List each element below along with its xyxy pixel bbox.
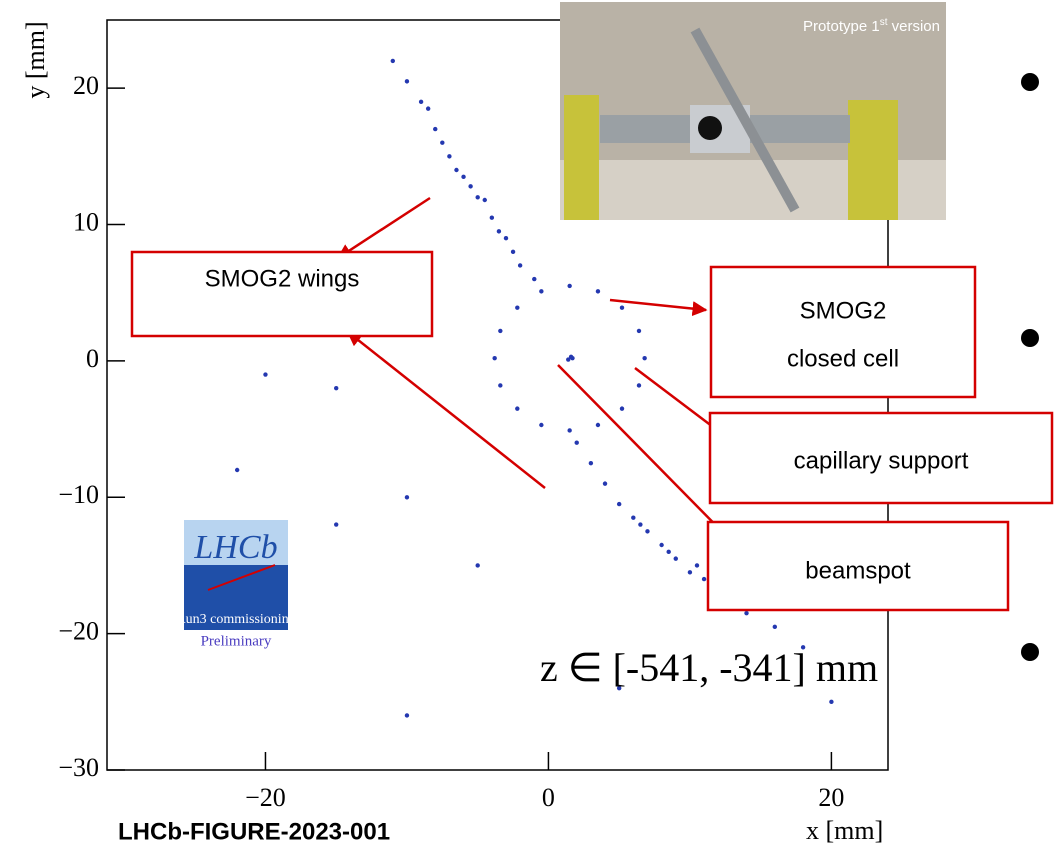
point bbox=[518, 263, 522, 267]
y-tick-label: 0 bbox=[86, 344, 99, 373]
point bbox=[596, 423, 600, 427]
point bbox=[566, 357, 570, 361]
point bbox=[498, 383, 502, 387]
point bbox=[637, 383, 641, 387]
y-tick-label: −10 bbox=[58, 480, 99, 509]
point bbox=[497, 229, 501, 233]
bullet bbox=[1021, 329, 1039, 347]
point bbox=[620, 306, 624, 310]
point bbox=[631, 516, 635, 520]
bullet bbox=[1021, 73, 1039, 91]
point bbox=[702, 577, 706, 581]
point bbox=[498, 329, 502, 333]
point bbox=[334, 522, 338, 526]
annotation: SMOG2 wings bbox=[205, 265, 360, 292]
point bbox=[405, 495, 409, 499]
x-axis-label: x [mm] bbox=[806, 816, 883, 845]
y-tick-label: 10 bbox=[73, 208, 99, 237]
point bbox=[688, 570, 692, 574]
annotation: SMOG2 bbox=[800, 297, 887, 324]
annotation: capillary support bbox=[794, 447, 969, 474]
inset-caption-main: Prototype 1 bbox=[803, 18, 880, 35]
logo-status: Run3 commissioning bbox=[176, 612, 295, 627]
point bbox=[617, 502, 621, 506]
logo-name: LHCb bbox=[193, 529, 277, 566]
point bbox=[492, 356, 496, 360]
point bbox=[829, 700, 833, 704]
annotation: beamspot bbox=[805, 557, 911, 584]
point bbox=[642, 356, 646, 360]
point bbox=[603, 481, 607, 485]
point bbox=[637, 329, 641, 333]
photo-inset: Prototype 1st version bbox=[560, 2, 946, 220]
condition: z ∈ [-541, -341] mm bbox=[540, 645, 878, 690]
point bbox=[773, 625, 777, 629]
point bbox=[405, 79, 409, 83]
point bbox=[511, 250, 515, 254]
point bbox=[575, 441, 579, 445]
point bbox=[447, 154, 451, 158]
point bbox=[483, 198, 487, 202]
y-tick-label: −20 bbox=[58, 617, 99, 646]
point bbox=[454, 168, 458, 172]
inset-caption-rest: version bbox=[887, 18, 940, 35]
point bbox=[744, 611, 748, 615]
point bbox=[567, 284, 571, 288]
point bbox=[567, 428, 571, 432]
point bbox=[515, 306, 519, 310]
point bbox=[440, 141, 444, 145]
point bbox=[334, 386, 338, 390]
point bbox=[515, 406, 519, 410]
logo: LHCb Run3 commissioning Preliminary bbox=[176, 520, 295, 649]
point bbox=[490, 216, 494, 220]
figure-id: LHCb-FIGURE-2023-001 bbox=[118, 818, 390, 845]
point bbox=[419, 100, 423, 104]
point bbox=[461, 175, 465, 179]
annotation: closed cell bbox=[787, 345, 899, 372]
x-tick-label: 0 bbox=[542, 783, 555, 812]
point bbox=[570, 356, 574, 360]
point bbox=[638, 522, 642, 526]
y-tick-label: 20 bbox=[73, 71, 99, 100]
point bbox=[674, 556, 678, 560]
bullet bbox=[1021, 643, 1039, 661]
page: z ∈ [-541, -341] mm LHCb Run3 commission… bbox=[0, 0, 1054, 855]
point bbox=[659, 543, 663, 547]
point bbox=[263, 372, 267, 376]
point bbox=[645, 529, 649, 533]
point bbox=[426, 106, 430, 110]
point bbox=[539, 423, 543, 427]
point bbox=[468, 184, 472, 188]
x-tick-label: −20 bbox=[245, 783, 286, 812]
point bbox=[589, 461, 593, 465]
point bbox=[504, 236, 508, 240]
point bbox=[433, 127, 437, 131]
point bbox=[391, 59, 395, 63]
point bbox=[475, 563, 479, 567]
point bbox=[596, 289, 600, 293]
y-tick-label: −30 bbox=[58, 753, 99, 782]
logo-stage: Preliminary bbox=[201, 633, 272, 649]
inset-caption: Prototype 1st version bbox=[803, 17, 940, 35]
point bbox=[695, 563, 699, 567]
point bbox=[405, 713, 409, 717]
point bbox=[620, 406, 624, 410]
point bbox=[235, 468, 239, 472]
point bbox=[539, 289, 543, 293]
x-tick-label: 20 bbox=[818, 783, 844, 812]
point bbox=[475, 195, 479, 199]
point bbox=[532, 277, 536, 281]
y-axis-label: y [mm] bbox=[21, 21, 50, 98]
point bbox=[666, 550, 670, 554]
